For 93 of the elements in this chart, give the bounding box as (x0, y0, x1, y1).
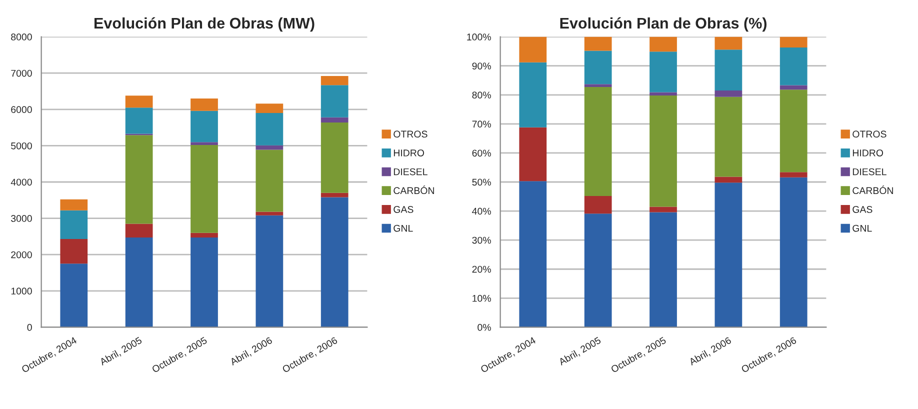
bar (320, 197, 348, 328)
y-tick-label: 6000 (11, 106, 32, 114)
bar (320, 76, 348, 86)
bar (320, 192, 348, 198)
bar (190, 110, 218, 142)
chart-title: Evolución Plan de Obras (%) (560, 17, 766, 32)
y-tick-label: 8000 (11, 34, 32, 40)
bar (190, 232, 218, 238)
y-tick-label: 0 (27, 324, 32, 331)
bar (780, 48, 808, 86)
legend-label: DIESEL (394, 168, 428, 176)
bar (320, 85, 348, 118)
bar (584, 87, 612, 196)
bar (125, 224, 153, 238)
legend-label: DIESEL (852, 168, 886, 176)
legend-label: GAS (852, 206, 872, 213)
x-tick-label: Abril, 2006 (229, 336, 274, 367)
y-tick-label: 10% (472, 294, 491, 302)
bar (780, 36, 808, 48)
y-tick-label: 2000 (11, 251, 32, 258)
y-tick-label: 1000 (11, 288, 32, 295)
bar (519, 62, 547, 128)
bar (650, 206, 677, 212)
legend-label: OTROS (852, 130, 886, 138)
x-tick-label: Abril, 2005 (558, 336, 602, 367)
bar (780, 172, 808, 178)
bar (519, 127, 547, 182)
y-tick-label: 0% (478, 324, 491, 331)
y-tick-label: 4000 (10, 178, 32, 186)
bar (650, 36, 677, 52)
bar (256, 104, 284, 114)
y-tick-label: 70% (472, 120, 491, 128)
bar (125, 238, 153, 328)
bar (780, 177, 808, 328)
bar (650, 95, 677, 207)
bar (256, 113, 284, 146)
bar (714, 176, 742, 183)
bar (190, 98, 218, 111)
y-tick-label: 40% (472, 208, 491, 215)
legend-label: OTROS (394, 130, 428, 138)
x-tick-label: Abril, 2005 (98, 336, 143, 367)
x-tick-label: Abril, 2006 (688, 336, 732, 367)
bar (60, 264, 88, 328)
bar (714, 96, 742, 177)
bar (714, 182, 742, 328)
bar (519, 36, 547, 62)
legend-label: GNL (852, 224, 872, 232)
bar (584, 84, 612, 88)
bar (584, 50, 612, 84)
bar (125, 108, 153, 134)
bar (190, 144, 218, 233)
bar (256, 212, 284, 216)
bar (256, 150, 284, 212)
legend-label: GNL (394, 224, 413, 232)
y-tick-label: 50% (472, 178, 491, 186)
legend-label: HIDRO (394, 150, 424, 156)
bar (519, 181, 547, 328)
legend-label: CARBÓN (394, 186, 434, 194)
bar (780, 90, 808, 172)
y-tick-label: 5000 (11, 142, 32, 150)
legend-label: CARBÓN (852, 186, 893, 194)
bar (190, 238, 218, 328)
bar (125, 96, 153, 108)
bar (714, 36, 742, 50)
bar (650, 92, 677, 96)
bar (320, 122, 348, 193)
y-tick-label: 3000 (11, 215, 32, 222)
bar (650, 52, 677, 92)
bar (714, 50, 742, 91)
y-tick-label: 80% (472, 92, 491, 99)
bar (60, 238, 88, 264)
bar (125, 135, 153, 224)
bar (584, 196, 612, 214)
bar (584, 36, 612, 51)
bar (714, 90, 742, 97)
bar (256, 145, 284, 150)
y-tick-label: 30% (472, 236, 491, 244)
y-tick-label: 60% (472, 150, 491, 157)
bar (60, 210, 88, 239)
y-tick-label: 20% (472, 266, 491, 273)
bar (780, 85, 808, 90)
y-tick-label: 100% (467, 34, 491, 40)
y-tick-label: 7000 (11, 70, 32, 77)
bar (190, 142, 218, 145)
bar (256, 215, 284, 328)
legend-label: GAS (394, 206, 414, 213)
legend-label: HIDRO (852, 150, 884, 156)
chart-title: Evolución Plan de Obras (MW) (94, 17, 314, 32)
bar (60, 199, 88, 210)
bar (650, 212, 677, 328)
y-tick-label: 90% (472, 62, 491, 70)
bar (584, 214, 612, 328)
bar (320, 117, 348, 122)
